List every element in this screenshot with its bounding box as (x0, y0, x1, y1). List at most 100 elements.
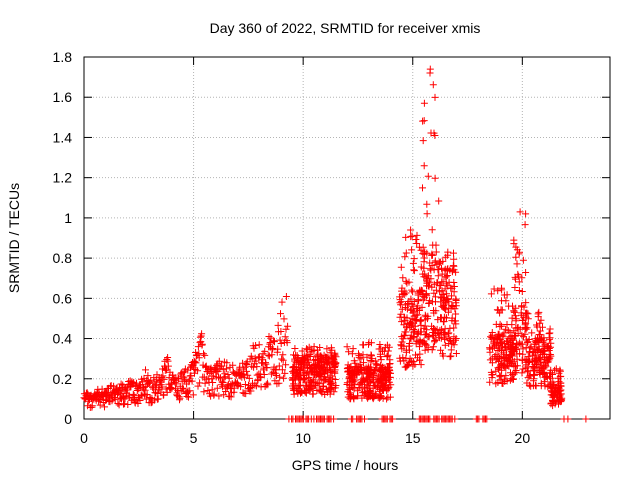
y-axis-label: SRMTID / TECUs (6, 183, 22, 293)
data-point (383, 377, 390, 385)
data-point (518, 274, 526, 282)
data-point (487, 333, 494, 341)
data-point (510, 308, 518, 316)
data-point (282, 293, 290, 300)
data-point (277, 328, 285, 335)
data-point (399, 274, 407, 282)
data-point (209, 379, 217, 386)
data-point (554, 374, 562, 382)
data-point (555, 383, 563, 391)
data-point (331, 376, 339, 383)
data-point (332, 353, 340, 361)
data-point (271, 338, 278, 346)
data-point (361, 415, 368, 423)
data-point (194, 382, 202, 390)
data-point (200, 350, 207, 358)
data-point (351, 376, 359, 384)
data-point (306, 364, 314, 372)
data-point (384, 347, 392, 355)
data-point (321, 375, 329, 383)
data-point (440, 302, 448, 309)
data-point (526, 349, 534, 357)
data-point (519, 317, 526, 324)
data-point (523, 324, 531, 332)
data-point (486, 378, 494, 386)
data-point (426, 65, 434, 73)
data-point (431, 257, 439, 265)
data-point (275, 379, 283, 387)
data-point (408, 246, 416, 254)
y-axis-ticks: 0 0.2 0.4 0.6 0.8 1 1.2 1.4 1.6 1.8 (53, 49, 610, 427)
data-point (551, 366, 559, 374)
data-point (316, 344, 324, 351)
data-point (407, 226, 415, 234)
data-point (298, 355, 306, 363)
data-point (308, 382, 316, 390)
data-point (452, 295, 460, 303)
data-point (302, 354, 310, 362)
data-point (540, 361, 548, 369)
data-point (111, 396, 119, 404)
data-point (420, 337, 428, 345)
data-point (450, 249, 457, 257)
data-point (186, 387, 194, 395)
data-point (423, 210, 431, 218)
data-point (488, 359, 496, 367)
y-tick-label: 0.8 (53, 250, 73, 266)
data-point (260, 371, 268, 378)
data-point (298, 347, 306, 355)
data-point (496, 373, 504, 381)
data-point (402, 301, 409, 309)
data-point (318, 389, 326, 397)
data-point (502, 325, 510, 333)
data-point (452, 350, 460, 357)
data-point (516, 325, 524, 333)
data-point (220, 391, 228, 399)
data-point (418, 287, 426, 295)
data-point (537, 366, 545, 374)
data-point (88, 402, 96, 410)
data-point (438, 294, 446, 302)
data-point (493, 354, 501, 362)
data-point (417, 361, 425, 369)
data-point (354, 387, 362, 395)
data-point (408, 232, 416, 240)
data-point (424, 345, 432, 353)
data-point (359, 351, 367, 359)
data-point (411, 322, 419, 330)
data-point (245, 374, 253, 382)
data-point (218, 362, 226, 370)
data-point (557, 390, 565, 398)
data-point (279, 356, 287, 364)
x-tick-label: 10 (295, 430, 311, 446)
data-point (522, 299, 530, 307)
data-point (420, 264, 428, 272)
data-point (383, 352, 391, 360)
data-point (370, 378, 378, 386)
y-tick-label: 0 (64, 411, 72, 427)
data-point (402, 277, 410, 285)
data-point (426, 265, 434, 273)
data-point (512, 243, 520, 251)
data-point (289, 376, 297, 384)
y-tick-label: 1.8 (53, 49, 73, 65)
data-point (402, 346, 410, 354)
data-point (198, 340, 206, 348)
data-point (509, 336, 517, 344)
data-point (400, 331, 408, 339)
data-point (549, 371, 556, 378)
data-point (423, 326, 431, 334)
data-point (416, 343, 423, 351)
data-point (253, 363, 261, 371)
data-point (401, 253, 409, 261)
data-point (421, 311, 429, 319)
data-point (410, 255, 418, 263)
data-point (518, 369, 526, 377)
data-point (102, 397, 110, 404)
data-point (410, 326, 418, 333)
data-point (327, 379, 335, 387)
data-point (523, 339, 531, 347)
data-point (322, 355, 330, 363)
data-point (498, 379, 506, 387)
